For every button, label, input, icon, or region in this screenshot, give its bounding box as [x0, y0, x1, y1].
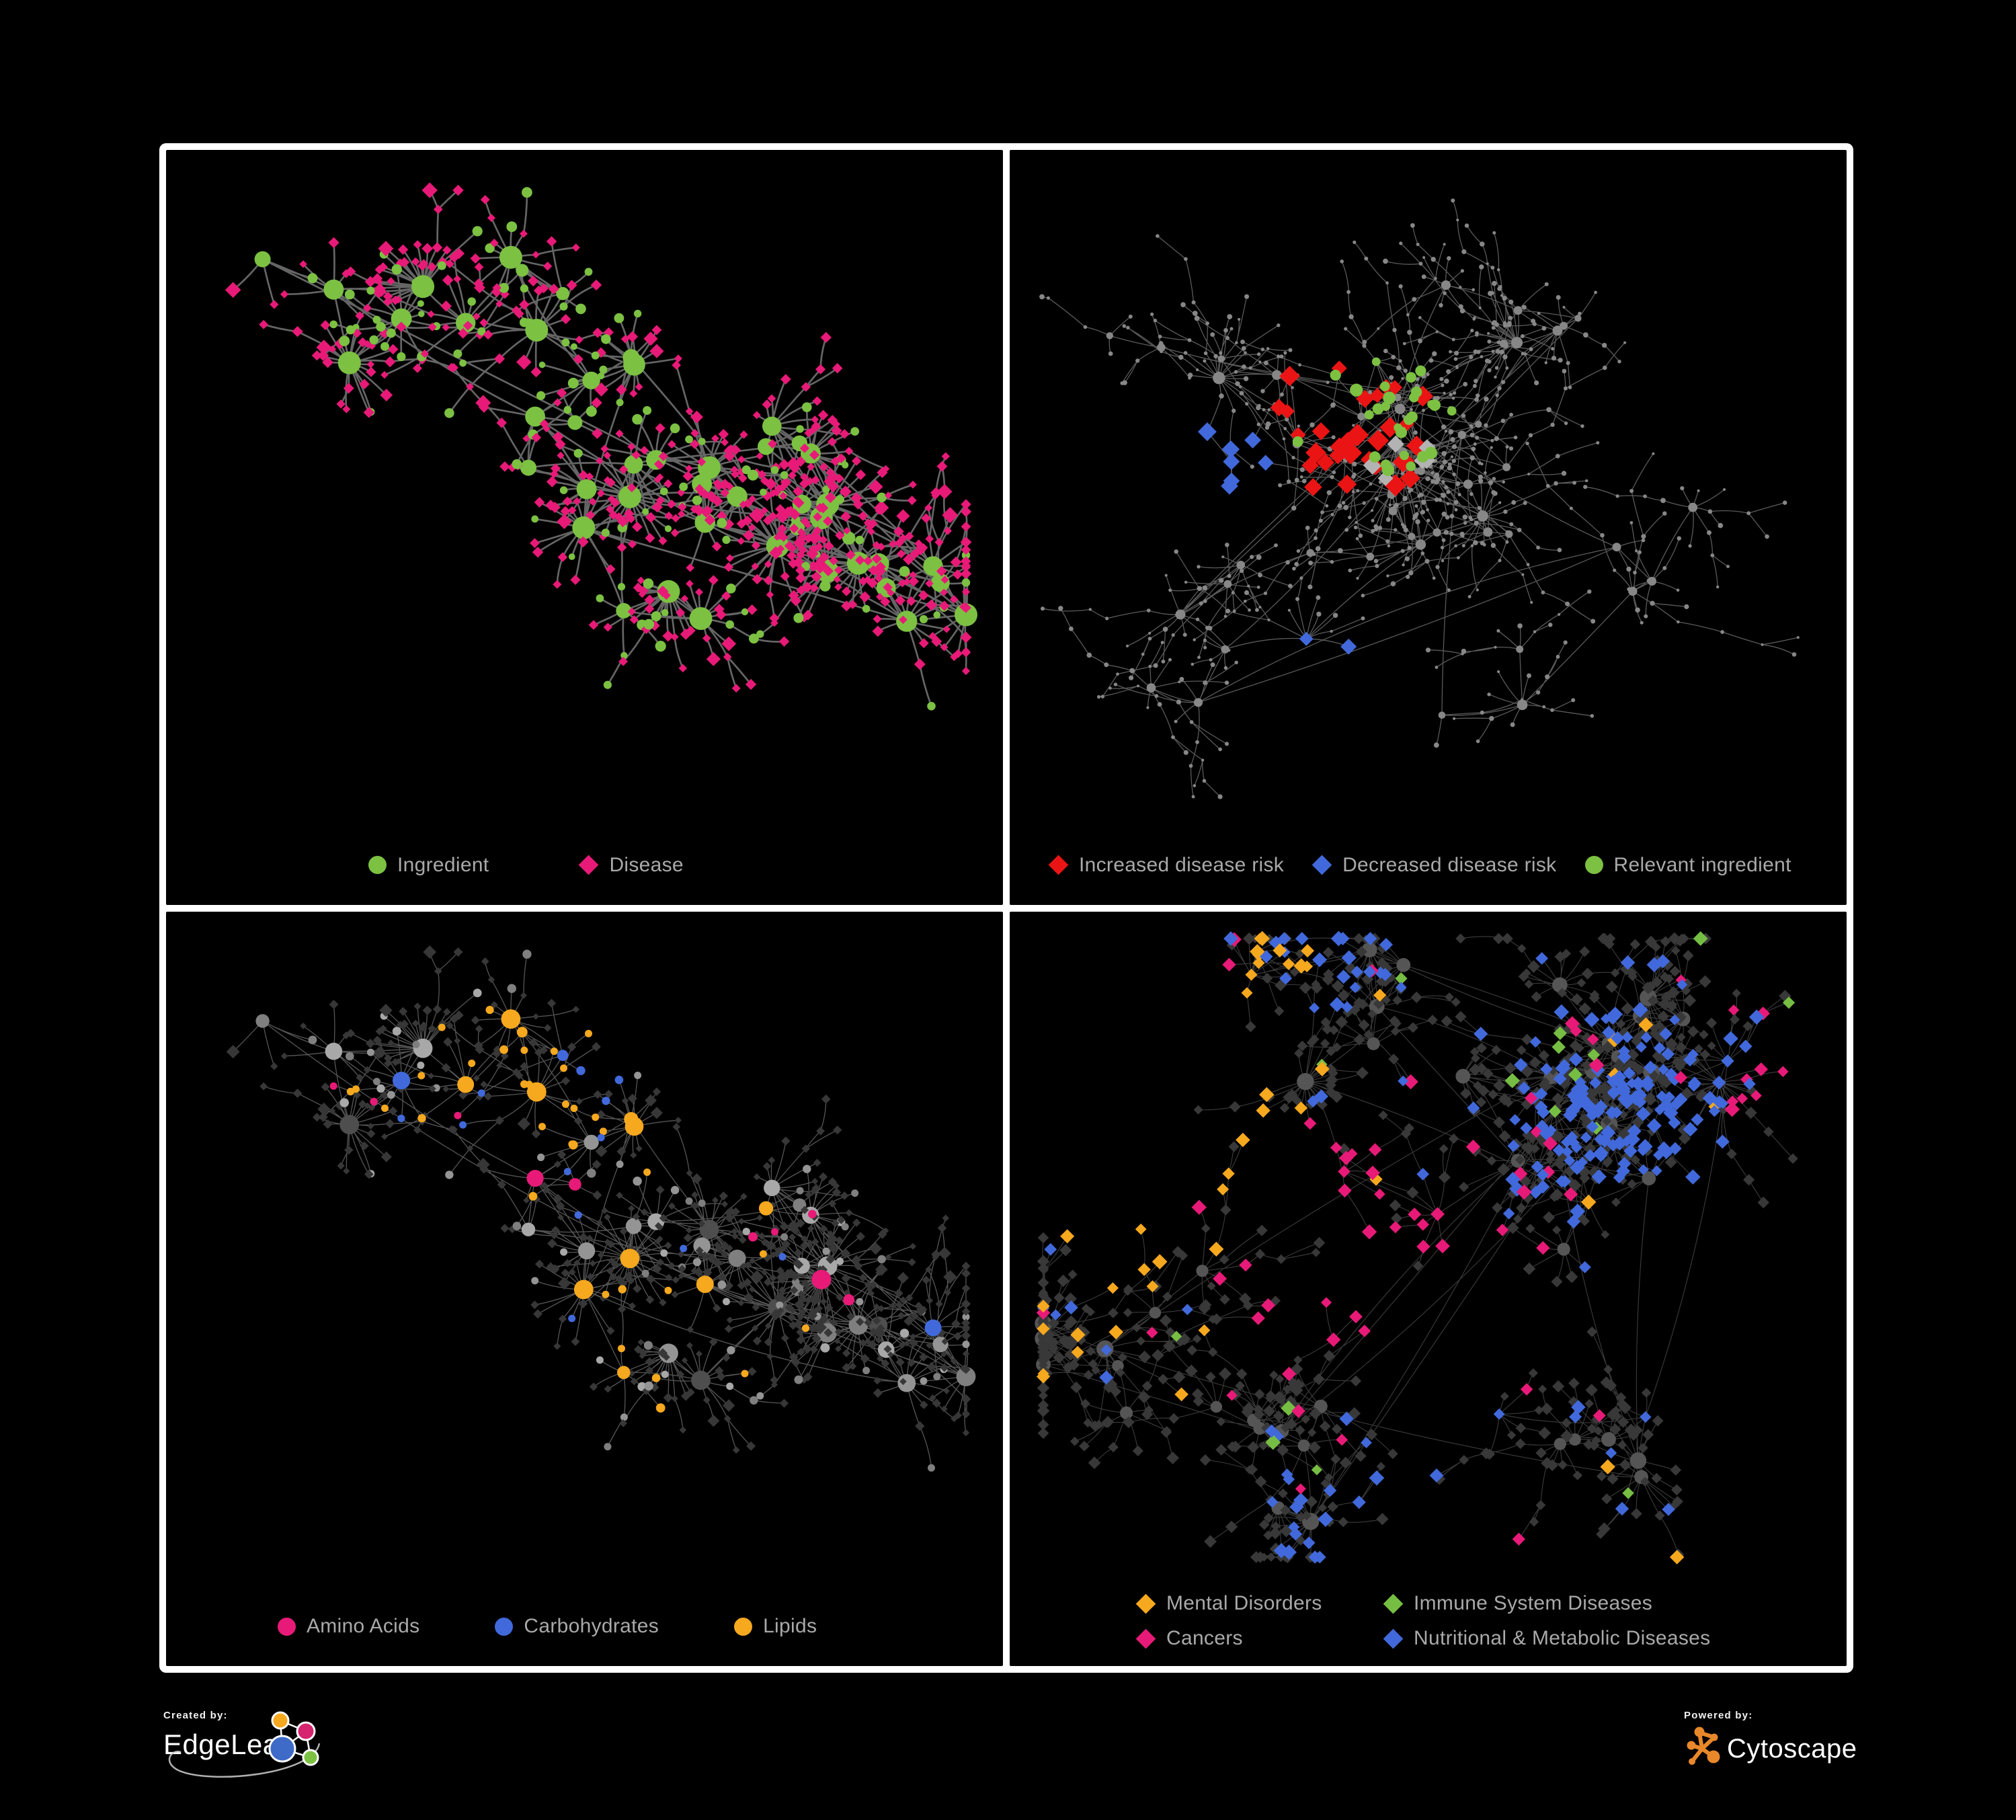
cytoscape-logo-nodes	[1687, 1727, 1720, 1765]
mental-disorders-diamond-swatch-icon	[1135, 1593, 1156, 1614]
lipids-circle-swatch-icon	[734, 1617, 753, 1636]
legend-item: Carbohydrates	[495, 1615, 659, 1638]
legend-label: Disease	[609, 853, 684, 876]
legend-label: Cancers	[1166, 1627, 1243, 1649]
carbohydrates-circle-swatch-icon	[495, 1617, 514, 1636]
cancers-diamond-swatch-icon	[1135, 1628, 1156, 1649]
panel-nutrient-class: Amino Acids Carbohydrates Lipids	[166, 911, 1003, 1666]
legend-item: Decreased disease risk	[1312, 854, 1556, 877]
created-by-label: Created by:	[163, 1710, 228, 1721]
edgeleap-magenta-node	[296, 1721, 316, 1741]
legend-label: Amino Acids	[307, 1615, 420, 1637]
legend-item: Amino Acids	[278, 1615, 419, 1638]
metabolic-diseases-diamond-swatch-icon	[1383, 1628, 1404, 1649]
legend-label: Lipids	[763, 1615, 817, 1637]
network-disease-risk	[1039, 198, 1800, 799]
legend-label: Nutritional & Metabolic Diseases	[1414, 1627, 1711, 1649]
decreased-risk-diamond-swatch-icon	[1312, 855, 1332, 875]
legend-label: Decreased disease risk	[1342, 853, 1557, 876]
legend-item: Cancers	[1135, 1627, 1383, 1650]
amino-acids-circle-swatch-icon	[278, 1617, 296, 1636]
cytoscape-credit: Powered by: Cytoscape	[1684, 1710, 1899, 1790]
legend-ingredient-disease: Ingredient Disease	[368, 854, 684, 877]
edgeleap-green-node	[302, 1749, 319, 1766]
immune-diseases-diamond-swatch-icon	[1383, 1593, 1404, 1614]
edgeleap-wordmark: EdgeLeap	[163, 1729, 295, 1760]
cytoscape-logo-icon	[1687, 1727, 1720, 1765]
edgeleap-credit: Created by: EdgeLeap	[163, 1710, 405, 1797]
legend-item: Ingredient	[368, 854, 489, 877]
increased-risk-diamond-swatch-icon	[1048, 855, 1069, 875]
disease-diamond-swatch-icon	[579, 855, 599, 875]
powered-by-label: Powered by:	[1684, 1710, 1753, 1721]
legend-label: Increased disease risk	[1079, 853, 1285, 876]
legend-item: Increased disease risk	[1048, 853, 1285, 877]
legend-label: Carbohydrates	[524, 1615, 659, 1637]
legend-item: Mental Disorders	[1135, 1592, 1383, 1615]
relevant-ingredient-circle-swatch-icon	[1584, 856, 1603, 874]
legend-label: Ingredient	[397, 853, 489, 876]
panel-grid: Ingredient Disease Increased disease ris…	[159, 143, 1853, 1673]
legend-item: Nutritional & Metabolic Diseases	[1383, 1627, 1710, 1650]
legend-disease-class: Mental Disorders Immune System Diseases …	[1135, 1592, 1710, 1650]
legend-item: Immune System Diseases	[1383, 1592, 1710, 1615]
network-nutrient-class	[226, 945, 976, 1472]
legend-item: Disease	[579, 853, 684, 877]
network-disease-class	[1035, 931, 1798, 1565]
panel-disease-risk: Increased disease risk Decreased disease…	[1010, 150, 1847, 905]
panel-disease-class: Mental Disorders Immune System Diseases …	[1010, 911, 1847, 1666]
legend-label: Relevant ingredient	[1613, 853, 1791, 876]
legend-label: Mental Disorders	[1166, 1592, 1322, 1614]
network-ingredient-disease	[225, 182, 977, 711]
legend-disease-risk: Increased disease risk Decreased disease…	[1048, 853, 1791, 877]
ingredient-circle-swatch-icon	[368, 856, 387, 874]
legend-item: Relevant ingredient	[1584, 853, 1791, 877]
legend-item: Lipids	[734, 1615, 817, 1638]
legend-label: Immune System Diseases	[1414, 1592, 1653, 1614]
cytoscape-wordmark: Cytoscape	[1727, 1734, 1857, 1764]
legend-nutrient-class: Amino Acids Carbohydrates Lipids	[278, 1615, 817, 1638]
panel-ingredient-disease: Ingredient Disease	[166, 150, 1003, 905]
